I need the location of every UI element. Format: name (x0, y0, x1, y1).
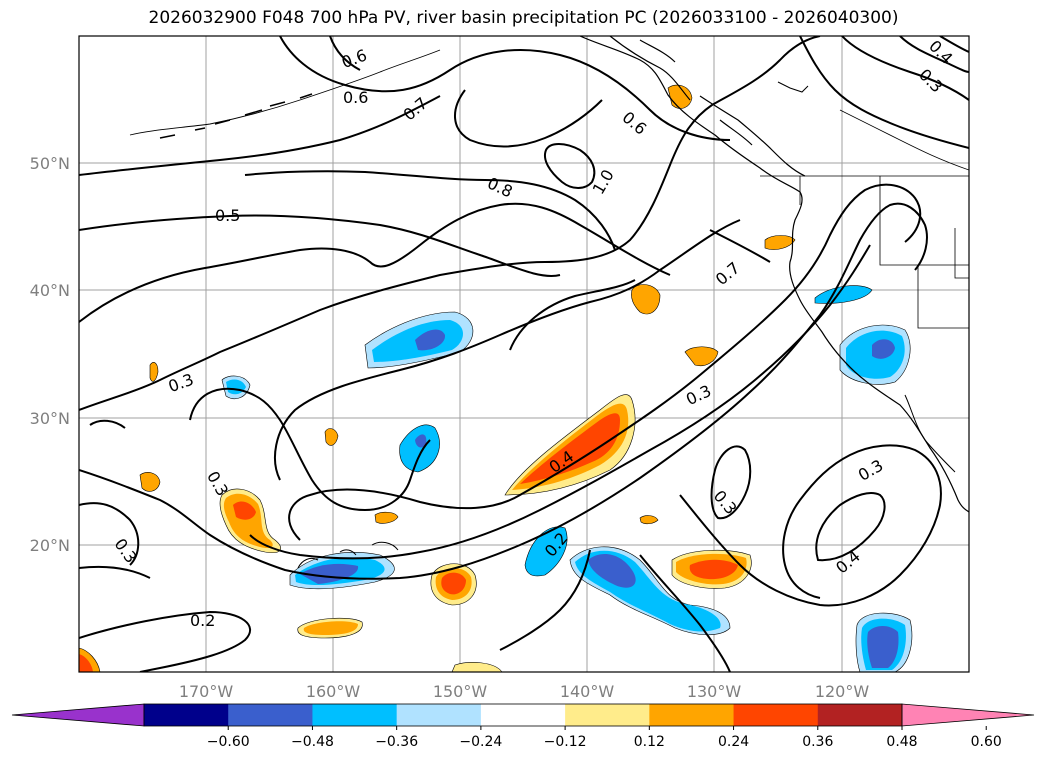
map-frame (78, 35, 970, 673)
plot-title: 2026032900 F048 700 hPa PV, river basin … (148, 8, 899, 28)
lon-label: 130°W (687, 682, 742, 701)
colorbar-tick-label: −0.12 (544, 734, 587, 750)
colorbar-segment (565, 704, 650, 726)
latitude-labels: 50°N 40°N 30°N 20°N (30, 154, 70, 555)
colorbar-segment (228, 704, 313, 726)
colorbar-tick-label: 0.24 (718, 734, 749, 750)
lon-label: 160°W (306, 682, 361, 701)
colorbar-segment (649, 704, 735, 726)
lon-label: 120°W (815, 682, 870, 701)
colorbar-tick-label: 0.36 (802, 734, 833, 750)
colorbar: −0.60 −0.48 −0.36 −0.24 −0.12 0.12 0.24 0.36 0.4… (11, 703, 1035, 750)
lat-label: 50°N (30, 154, 70, 173)
colorbar-tick-label: −0.48 (291, 734, 334, 750)
pv-contours (79, 36, 969, 672)
colorbar-segment (312, 704, 398, 726)
colorbar-segment (480, 704, 566, 726)
colorbar-segment (144, 704, 229, 726)
longitude-labels: 170°W 160°W 150°W 140°W 130°W 120°W (179, 682, 870, 701)
colorbar-tick-label: −0.36 (375, 734, 418, 750)
contour-label: 0.6 (343, 88, 368, 107)
lon-label: 170°W (179, 682, 234, 701)
lat-label: 40°N (30, 281, 70, 300)
colorbar-extend-high (901, 703, 1035, 727)
colorbar-tick-label: 0.48 (886, 734, 917, 750)
lat-label: 30°N (30, 409, 70, 428)
lat-label: 20°N (30, 536, 70, 555)
lon-label: 150°W (433, 682, 488, 701)
colorbar-extend-low (11, 703, 145, 727)
contour-label: 0.5 (215, 206, 240, 225)
colorbar-segment (396, 704, 482, 726)
precipitation-anomaly-fills (79, 84, 913, 672)
colorbar-tick-label: −0.60 (207, 734, 250, 750)
map-area (79, 36, 969, 672)
colorbar-segment (817, 704, 903, 726)
colorbar-tick-label: −0.24 (459, 734, 502, 750)
colorbar-outline (143, 703, 903, 727)
colorbar-tick-label: 0.60 (971, 734, 1002, 750)
colorbar-tick-label: 0.12 (634, 734, 665, 750)
lon-label: 140°W (560, 682, 615, 701)
coastlines (129, 36, 969, 569)
colorbar-segment (733, 704, 819, 726)
contour-label: 0.2 (190, 611, 215, 630)
